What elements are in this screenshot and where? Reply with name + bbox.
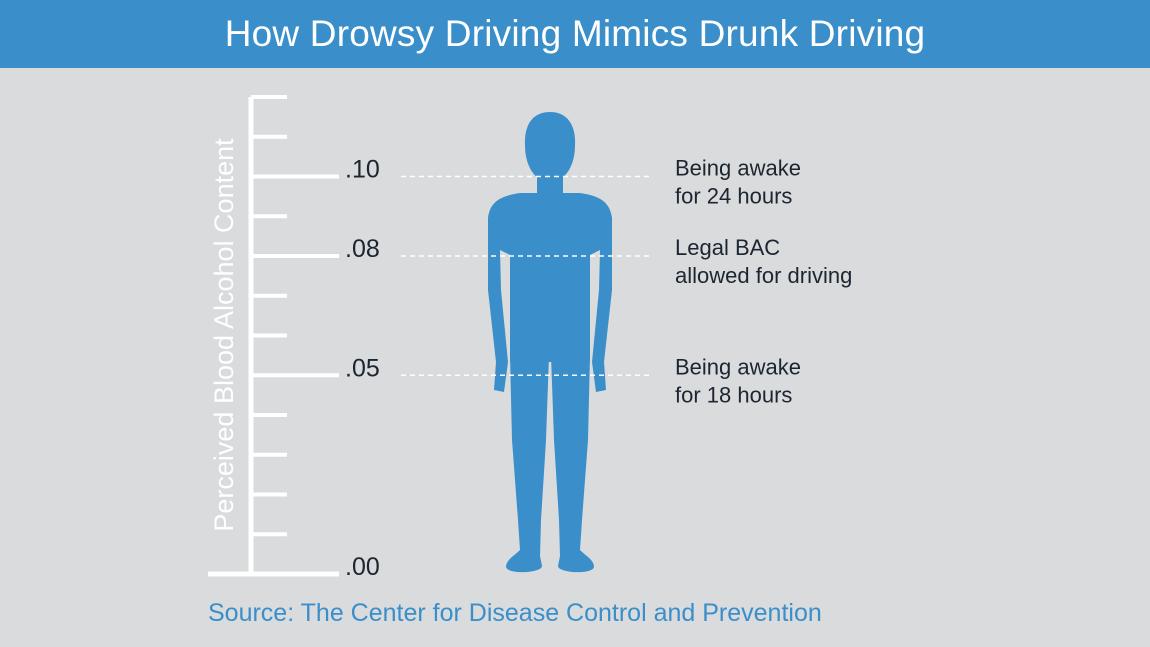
header-bar: How Drowsy Driving Mimics Drunk Driving <box>0 0 1150 68</box>
marker-label: allowed for driving <box>675 263 852 288</box>
marker-label: Being awake <box>675 156 801 181</box>
marker-label: for 18 hours <box>675 382 792 407</box>
tick-label: .08 <box>345 235 380 263</box>
chart-title: How Drowsy Driving Mimics Drunk Driving <box>224 13 926 54</box>
marker-label: for 24 hours <box>675 184 792 209</box>
source-note: Source: The Center for Disease Control a… <box>208 599 822 627</box>
person-silhouette-icon <box>488 112 612 573</box>
marker-label: Being awake <box>675 354 801 379</box>
scale-axis: .10 .08 .05 .00 Perceived Blood Alcohol Cont… <box>208 95 380 581</box>
y-axis-label: Perceived Blood Alcohol Content <box>209 138 239 532</box>
marker-label: Legal BAC <box>675 235 780 260</box>
bac-markers: Being awake for 24 hours Legal BAC allowed … <box>401 156 852 407</box>
tick-label: .10 <box>345 156 380 184</box>
tick-label: .05 <box>345 354 380 382</box>
tick-label: .00 <box>345 553 380 581</box>
